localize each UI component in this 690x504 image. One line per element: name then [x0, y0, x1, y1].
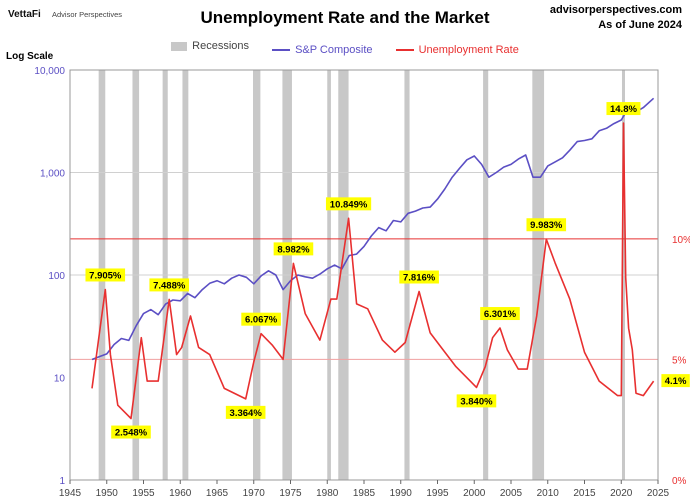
as-of-date: As of June 2024 — [598, 19, 682, 31]
legend-label-sp: S&P Composite — [295, 43, 373, 56]
x-tick-label: 1980 — [316, 488, 339, 499]
legend-item-unemployment: Unemployment Rate — [395, 43, 519, 56]
x-tick-label: 2010 — [537, 488, 560, 499]
x-tick-label: 1960 — [169, 488, 192, 499]
sp-composite-line — [91, 97, 655, 361]
x-tick-label: 1945 — [59, 488, 82, 499]
right-tick-label: 5% — [672, 355, 687, 366]
right-tick-label: 10% — [672, 235, 690, 246]
x-tick-label: 1985 — [353, 488, 376, 499]
x-tick-label: 1990 — [390, 488, 413, 499]
annotation-label: 7.488% — [153, 280, 186, 291]
brand-logo: VettaFi — [8, 9, 41, 20]
annotation-label: 6.301% — [484, 309, 517, 320]
right-tick-label: 0% — [672, 476, 687, 487]
unemployment-rate-line — [91, 122, 655, 420]
legend-label-unemployment: Unemployment Rate — [418, 43, 519, 56]
x-tick-label: 1970 — [243, 488, 266, 499]
annotation-label: 9.983% — [530, 220, 563, 231]
legend-swatch-sp — [272, 48, 291, 51]
annotation-label: 2.548% — [115, 428, 148, 439]
annotation-bg — [606, 102, 641, 116]
annotation-bg — [149, 278, 190, 292]
annotation-bg — [399, 270, 439, 284]
brand-subtitle: Advisor Perspectives — [52, 10, 123, 19]
annotation-label: 14.8% — [610, 104, 637, 115]
annotation-label: 6.067% — [245, 315, 278, 326]
annotation-bg — [225, 405, 266, 419]
annotation-bg — [325, 197, 372, 211]
chart-legend: Recessions S&P Composite Unemployment Ra… — [0, 40, 690, 56]
x-tick-label: 1965 — [206, 488, 229, 499]
legend-swatch-recessions — [171, 41, 188, 51]
x-tick-label: 1950 — [96, 488, 119, 499]
annotation-bg — [85, 268, 126, 282]
annotation-bg — [456, 394, 497, 408]
annotation-bg — [661, 374, 690, 388]
annotation-bg — [526, 218, 567, 232]
chart-title: Unemployment Rate and the Market — [200, 8, 490, 27]
annotation-bg — [111, 425, 151, 439]
x-tick-label: 1955 — [132, 488, 155, 499]
x-tick-label: 2000 — [463, 488, 486, 499]
x-tick-label: 2025 — [647, 488, 670, 499]
annotation-label: 3.840% — [460, 396, 493, 407]
annotation-label: 10.849% — [330, 199, 368, 210]
x-tick-label: 1975 — [279, 488, 302, 499]
annotation-label: 4.1% — [665, 376, 687, 387]
site-name: advisorperspectives.com — [549, 4, 682, 16]
legend-label-recessions: Recessions — [192, 40, 249, 52]
legend-item-sp: S&P Composite — [272, 43, 373, 56]
annotation-label: 7.816% — [403, 272, 436, 283]
annotation-label: 3.364% — [230, 408, 263, 419]
x-tick-label: 1995 — [426, 488, 449, 499]
left-tick-label: 100 — [48, 271, 65, 282]
annotation-bg — [480, 307, 520, 321]
x-tick-label: 2020 — [610, 488, 633, 499]
annotation-label: 8.982% — [277, 244, 310, 255]
left-tick-label: 1,000 — [40, 169, 65, 180]
legend-item-recessions: Recessions — [171, 40, 249, 52]
left-axis-title: Log Scale — [6, 51, 54, 62]
left-tick-label: 1 — [59, 476, 65, 487]
left-tick-label: 10,000 — [34, 66, 65, 77]
annotation-bg — [273, 242, 314, 256]
x-tick-label: 2005 — [500, 488, 523, 499]
left-tick-label: 10 — [54, 374, 66, 385]
legend-swatch-unemployment — [395, 48, 414, 51]
x-tick-label: 2015 — [573, 488, 596, 499]
annotation-bg — [241, 312, 281, 326]
annotation-label: 7.905% — [89, 270, 122, 281]
